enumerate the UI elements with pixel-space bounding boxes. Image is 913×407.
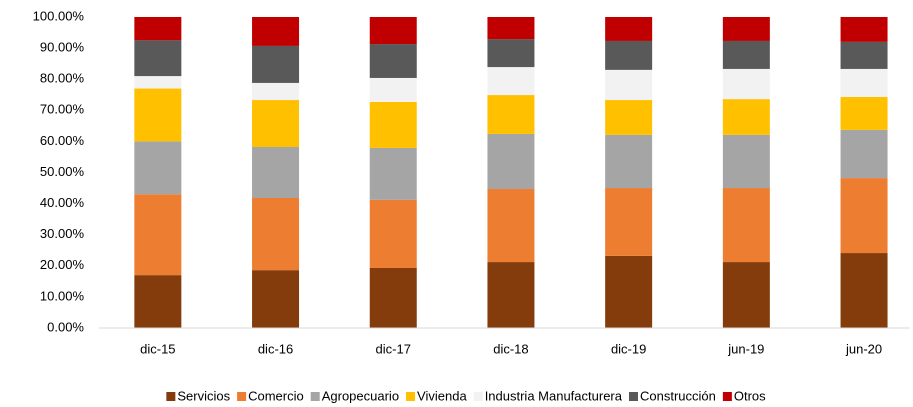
bar-segment: [134, 88, 182, 142]
bar-segment: [134, 141, 182, 195]
bar-segment: [605, 17, 653, 41]
bar-segment: [369, 44, 417, 78]
bar-segment: [134, 194, 182, 276]
bar-segment: [840, 129, 888, 179]
bar-segment: [487, 188, 535, 263]
legend-swatch: [310, 392, 320, 401]
bar-segment: [722, 188, 770, 263]
y-tick-label: 90.00%: [40, 40, 85, 55]
legend-swatch: [406, 392, 416, 401]
bar-segment: [252, 146, 300, 199]
bar-segment: [487, 133, 535, 189]
bar-segment: [369, 199, 417, 268]
bar-segment: [252, 270, 300, 328]
bar-segment: [487, 67, 535, 96]
bar-segment: [369, 267, 417, 328]
bar-segment: [722, 262, 770, 328]
bar-segment: [134, 40, 182, 77]
y-tick-label: 40.00%: [40, 195, 85, 210]
legend-label: Construcción: [640, 388, 716, 403]
bar-segment: [840, 253, 888, 328]
legend-label: Vivienda: [417, 388, 467, 403]
x-tick-label: dic-15: [140, 341, 175, 356]
bar-segment: [605, 100, 653, 135]
y-tick-label: 70.00%: [40, 102, 85, 117]
x-tick-label: jun-19: [727, 341, 764, 356]
bar-segment: [369, 101, 417, 148]
bar-segment: [605, 69, 653, 101]
legend-label: Servicios: [177, 388, 230, 403]
y-tick-label: 60.00%: [40, 133, 85, 148]
bar-segment: [605, 188, 653, 256]
bar-segment: [252, 82, 300, 101]
bar-segment: [252, 17, 300, 46]
x-tick-label: jun-20: [845, 341, 882, 356]
x-tick-label: dic-19: [611, 341, 646, 356]
bar-segment: [605, 40, 653, 70]
legend-label: Industria Manufacturera: [485, 388, 623, 403]
bar-segment: [722, 17, 770, 41]
bar-segment: [840, 178, 888, 254]
legend-swatch: [473, 392, 483, 401]
bar-segment: [605, 134, 653, 189]
y-tick-label: 30.00%: [40, 226, 85, 241]
bar-segment: [134, 76, 182, 89]
bar-segment: [252, 100, 300, 147]
legend-label: Agropecuario: [322, 388, 399, 403]
legend-swatch: [166, 392, 176, 401]
bar-segment: [487, 39, 535, 68]
y-tick-label: 0.00%: [47, 319, 84, 334]
bar-segment: [369, 147, 417, 200]
bar-segment: [840, 68, 888, 97]
y-tick-label: 20.00%: [40, 257, 85, 272]
bar-segment: [840, 96, 888, 130]
bar-segment: [840, 17, 888, 42]
y-tick-label: 100.00%: [33, 8, 85, 23]
bar-segment: [252, 45, 300, 83]
x-tick-label: dic-18: [493, 341, 528, 356]
bar-segment: [722, 68, 770, 100]
bar-segment: [252, 198, 300, 271]
bar-segment: [134, 275, 182, 328]
bar-segment: [722, 134, 770, 189]
bar-segment: [369, 77, 417, 102]
bar-segment: [369, 17, 417, 45]
bar-segment: [134, 17, 182, 41]
legend-swatch: [628, 392, 638, 401]
bar-segment: [487, 17, 535, 40]
y-tick-label: 50.00%: [40, 164, 85, 179]
x-tick-label: dic-17: [376, 341, 411, 356]
y-tick-label: 80.00%: [40, 71, 85, 86]
bar-segment: [722, 99, 770, 135]
x-tick-label: dic-16: [258, 341, 293, 356]
bar-segment: [605, 255, 653, 328]
bar-segment: [840, 41, 888, 69]
legend-label: Comercio: [248, 388, 304, 403]
bar-segment: [487, 95, 535, 134]
legend-swatch: [722, 392, 732, 401]
legend-swatch: [237, 392, 247, 401]
y-tick-label: 10.00%: [40, 288, 85, 303]
legend-label: Otros: [734, 388, 766, 403]
bar-segment: [722, 40, 770, 69]
bar-segment: [487, 262, 535, 328]
